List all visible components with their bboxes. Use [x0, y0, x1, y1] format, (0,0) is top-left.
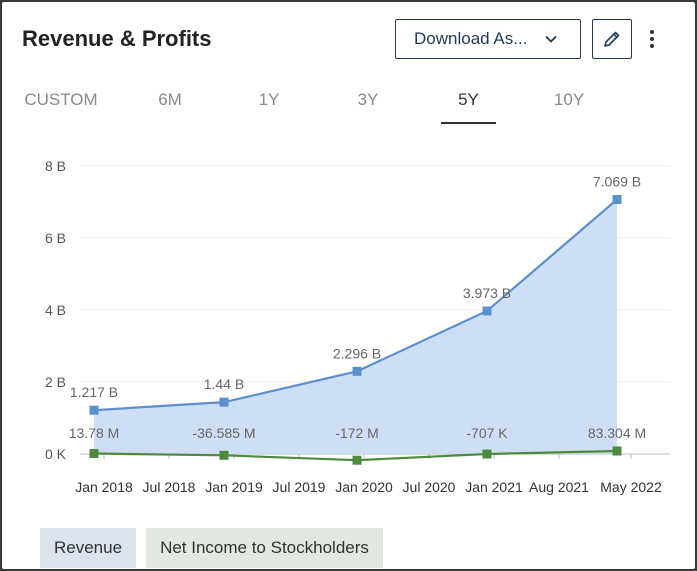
x-tick-label: Jan 2020 [335, 479, 393, 495]
legend-net-income[interactable]: Net Income to Stockholders [146, 528, 383, 568]
net-income-point [352, 455, 362, 465]
y-tick-label: 4 B [45, 302, 66, 318]
legend-revenue[interactable]: Revenue [40, 528, 137, 568]
revenue-data-label: 7.069 B [593, 174, 641, 190]
card-title: Revenue & Profits [22, 26, 212, 51]
net-income-point [482, 449, 492, 459]
y-tick-label: 8 B [45, 158, 66, 174]
download-as-button[interactable]: Download As... [395, 19, 581, 59]
net-income-data-label: 83.304 M [588, 425, 646, 441]
revenue-area [94, 199, 617, 454]
edit-button[interactable] [592, 19, 632, 59]
revenue-point [612, 195, 622, 205]
net-income-point [612, 446, 622, 456]
more-options-button[interactable] [640, 24, 664, 54]
x-tick-label: Jan 2019 [205, 479, 263, 495]
revenue-point [89, 405, 99, 415]
revenue-data-label: 1.217 B [70, 384, 118, 400]
x-tick-label: Jul 2020 [403, 479, 456, 495]
y-tick-label: 0 K [45, 446, 67, 462]
revenue-profits-chart: 0 K 2 B 4 B 6 B 8 B Jan 2018 Jul 2018 Jan 2019 J… [45, 158, 670, 495]
tab-10y[interactable]: 10Y [553, 90, 585, 109]
net-income-data-label: -172 M [335, 425, 379, 441]
revenue-data-label: 2.296 B [333, 345, 381, 361]
net-income-data-label: 13.78 M [69, 425, 120, 441]
net-income-data-label: -707 K [466, 425, 508, 441]
tab-5y[interactable]: 5Y [441, 80, 496, 124]
x-tick-label: May 2022 [600, 479, 662, 495]
revenue-point [482, 306, 492, 316]
x-tick-label: Jan 2018 [75, 479, 133, 495]
x-tick-label: Jul 2019 [273, 479, 326, 495]
download-as-label: Download As... [414, 29, 528, 48]
tab-custom[interactable]: CUSTOM [24, 90, 98, 109]
net-income-point [219, 450, 229, 460]
pencil-icon [604, 31, 620, 47]
x-tick-label: Jul 2018 [143, 479, 196, 495]
revenue-data-label: 3.973 B [463, 285, 511, 301]
x-tick-label: Jan 2021 [465, 479, 523, 495]
chevron-down-icon [545, 35, 557, 43]
tab-1y[interactable]: 1Y [258, 90, 280, 109]
revenue-data-label: 1.44 B [204, 376, 244, 392]
more-vertical-icon [650, 30, 654, 48]
tab-3y[interactable]: 3Y [357, 90, 379, 109]
time-range-tabs: CUSTOM 6M 1Y 3Y 5Y 10Y [2, 80, 695, 126]
revenue-point [352, 366, 362, 376]
y-tick-label: 2 B [45, 374, 66, 390]
net-income-data-label: -36.585 M [192, 425, 255, 441]
net-income-point [89, 449, 99, 459]
revenue-point [219, 397, 229, 407]
tab-6m[interactable]: 6M [158, 90, 182, 109]
chart-legend: Revenue Net Income to Stockholders [40, 528, 383, 568]
x-tick-label: Aug 2021 [529, 479, 589, 495]
y-tick-label: 6 B [45, 230, 66, 246]
